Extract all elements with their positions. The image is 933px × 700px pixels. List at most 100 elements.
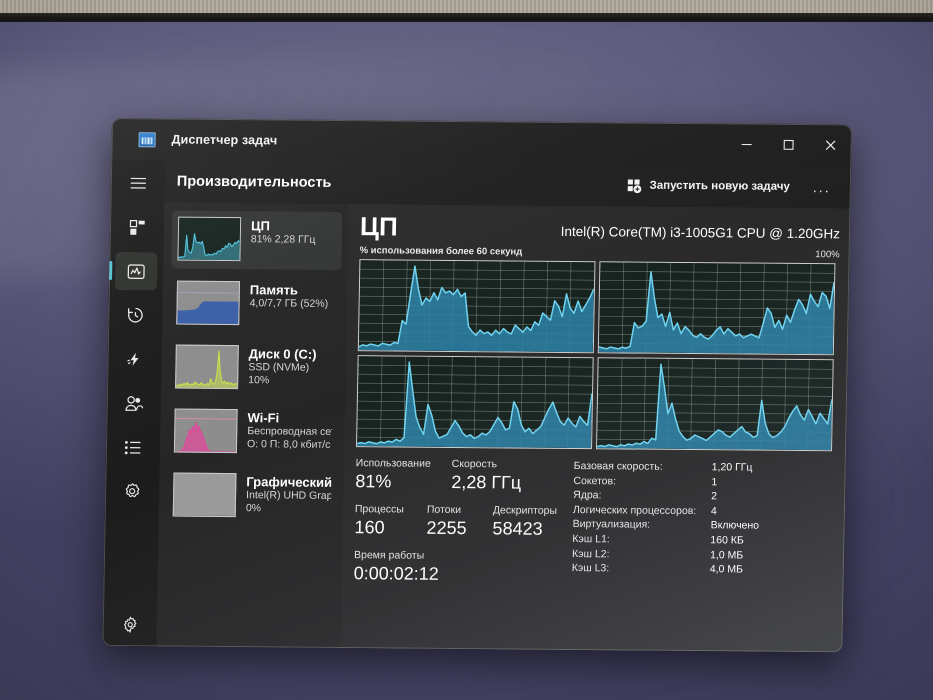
axis-labels: % использования более 60 секунд 100% (360, 245, 840, 260)
command-bar: Производительность Запустить новую задач… (110, 159, 852, 209)
more-options-icon[interactable]: ... (812, 179, 831, 196)
stats-row-2: Процессы 160 Потоки 2255 Дескрипторы 584… (354, 503, 563, 540)
hardware-sub-1-0: 4,0/7,7 ГБ (52%) (249, 297, 329, 310)
processes-field: Процессы 160 (354, 503, 427, 539)
hardware-sub-0-0: 81% 2,28 ГГц (250, 233, 316, 246)
hardware-thumbnail-0 (177, 216, 242, 262)
task-manager-icon (138, 131, 156, 147)
hardware-item-2[interactable]: Диск 0 (C:) SSD (NVMe) 10% (169, 339, 340, 398)
cpu-detail-value-7: 4,0 МБ (709, 563, 744, 576)
cpu-detail-label-2: Ядра: (573, 489, 602, 502)
hardware-thumbnail-1 (176, 280, 241, 326)
utilization-label: Использование (355, 457, 431, 470)
page-title: Производительность (176, 173, 332, 191)
maximize-icon[interactable] (767, 124, 810, 166)
processes-value: 160 (354, 517, 385, 538)
hardware-thumbnail-2 (175, 344, 239, 390)
main-header: ЦП Intel(R) Core(TM) i3-1005G1 CPU @ 1.2… (359, 211, 841, 244)
cpu-detail-label-7: Кэш L3: (571, 562, 610, 575)
cpu-detail-label-3: Логических процессоров: (572, 503, 697, 517)
speed-label: Скорость (451, 457, 498, 471)
window-controls (725, 123, 852, 166)
hardware-sub-4-0: Intel(R) UHD Graphics (246, 489, 332, 503)
cpu-graph-panel-3 (596, 357, 834, 452)
hardware-text-2: Диск 0 (C:) SSD (NVMe) 10% (248, 345, 317, 387)
cpu-detail-label-0: Базовая скорость: (573, 460, 663, 473)
cpu-detail-label-4: Виртуализация: (572, 518, 651, 532)
hardware-sub-4-1: 0% (245, 501, 262, 514)
run-new-task-button[interactable]: Запустить новую задачу (617, 173, 799, 200)
hardware-item-3[interactable]: Wi-Fi Беспроводная сеть О: 0 П: 8,0 кбит/с (168, 402, 339, 461)
window-title: Диспетчер задач (171, 132, 278, 148)
hardware-item-4[interactable]: Графический процессорIntel(R) UHD Graphi… (167, 466, 338, 525)
cpu-detail-value-0: 1,20 ГГц (711, 461, 753, 474)
sidebar-item-processes[interactable] (116, 208, 159, 246)
hardware-name-2: Диск 0 (C:) (248, 346, 317, 362)
axis-y-max-label: 100% (815, 249, 840, 261)
hardware-thumbnail-3 (173, 408, 238, 454)
uptime-label: Время работы (353, 549, 425, 562)
sidebar-item-startup-apps[interactable] (113, 340, 156, 378)
processes-label: Процессы (354, 503, 404, 516)
cpu-detail-value-1: 1 (711, 475, 718, 488)
handles-value: 58423 (492, 518, 543, 539)
cpu-detail-label-6: Кэш L2: (571, 547, 610, 560)
cpu-graph-panel-1 (597, 261, 836, 356)
hardware-sub-2-0: SSD (NVMe) (248, 361, 310, 374)
handles-label: Дескрипторы (492, 504, 558, 517)
minimize-icon[interactable] (725, 123, 768, 165)
hamburger-icon[interactable] (116, 164, 159, 202)
title-bar: Диспетчер задач (111, 118, 853, 167)
hardware-text-0: ЦП 81% 2,28 ГГц (251, 217, 316, 246)
sidebar-item-details[interactable] (112, 428, 155, 466)
hardware-item-1[interactable]: Память 4,0/7,7 ГБ (52%) (170, 275, 341, 334)
hardware-name-3: Wi-Fi (247, 410, 280, 426)
threads-value: 2255 (426, 517, 467, 539)
cpu-detail-value-6: 1,0 МБ (709, 548, 744, 562)
sidebar-item-app-history[interactable] (114, 296, 157, 334)
task-manager-window: Диспетчер задач Производительность (102, 118, 853, 653)
hardware-sub-2-1: 10% (248, 373, 270, 386)
hardware-name-1: Память (249, 282, 299, 298)
sidebar-item-users[interactable] (112, 384, 155, 422)
sidebar-item-services[interactable] (111, 472, 154, 510)
cpu-details-column: Базовая скорость: 1,20 ГГц Сокетов: 1 Ядра: 2… (571, 459, 832, 599)
hardware-list: ЦП 81% 2,28 ГГц Память 4,0/7,7 ГБ (52%) Диск… (156, 202, 349, 648)
main-title: ЦП (359, 211, 399, 242)
hardware-item-0[interactable]: ЦП 81% 2,28 ГГц (171, 210, 343, 270)
command-bar-actions: Запустить новую задачу ... (617, 172, 851, 200)
run-new-task-label: Запустить новую задачу (649, 179, 790, 193)
speed-value: 2,28 ГГц (451, 471, 522, 493)
threads-label: Потоки (426, 503, 462, 517)
hardware-sub-3-1: О: 0 П: 8,0 кбит/с (246, 437, 331, 451)
settings-gear-icon[interactable] (102, 602, 157, 646)
speed-field: Скорость 2,28 ГГц (451, 458, 521, 494)
close-icon[interactable] (809, 124, 852, 166)
performance-main-pane: ЦП Intel(R) Core(TM) i3-1005G1 CPU @ 1.2… (340, 204, 851, 653)
sidebar-item-performance[interactable] (114, 252, 158, 291)
hardware-thumbnail-4 (172, 472, 237, 518)
cpu-detail-label-5: Кэш L1: (572, 532, 610, 546)
uptime-field: Время работы 0:00:02:12 (353, 549, 439, 585)
stats-row-1: Использование 81% Скорость 2,28 ГГц (355, 457, 564, 494)
cpu-detail-value-5: 160 КБ (710, 534, 744, 547)
hardware-text-3: Wi-Fi Беспроводная сеть О: 0 П: 8,0 кбит/с (247, 409, 333, 451)
stats-left-column: Использование 81% Скорость 2,28 ГГц Проц… (353, 457, 564, 597)
cpu-detail-value-4: Включено (710, 519, 760, 533)
utilization-field: Использование 81% (355, 457, 452, 493)
handles-field: Дескрипторы 58423 (492, 504, 557, 540)
hardware-text-1: Память 4,0/7,7 ГБ (52%) (250, 281, 329, 310)
utilization-value: 81% (355, 471, 392, 492)
hardware-name-0: ЦП (250, 218, 271, 234)
cpu-graph-panel-0 (357, 259, 596, 354)
cpu-model-name: Intel(R) Core(TM) i3-1005G1 CPU @ 1.20GH… (560, 223, 841, 242)
new-task-icon (626, 178, 642, 193)
threads-field: Потоки 2255 (426, 504, 493, 540)
hardware-text-4: Графический процессорIntel(R) UHD Graphi… (246, 473, 332, 515)
cpu-graph-grid (356, 259, 836, 452)
desk-surface (0, 0, 933, 16)
navigation-rail (102, 159, 166, 647)
hardware-sub-3-0: Беспроводная сеть (247, 425, 333, 438)
cpu-detail-value-2: 2 (711, 490, 718, 503)
